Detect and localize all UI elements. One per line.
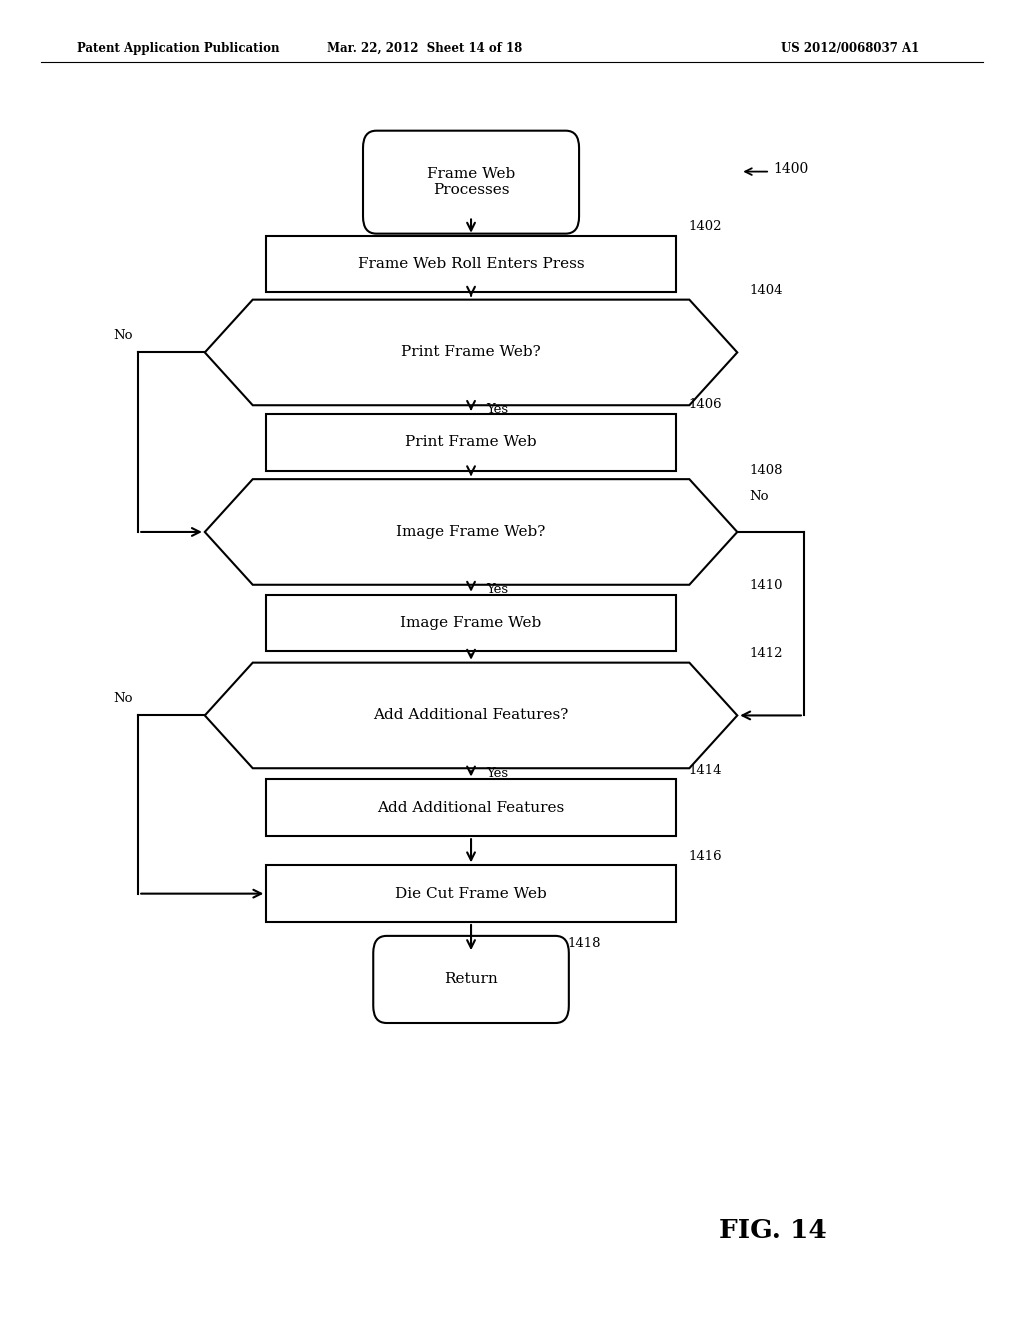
- Text: 1414: 1414: [688, 764, 722, 776]
- Text: 1400: 1400: [773, 162, 808, 176]
- Text: No: No: [114, 329, 133, 342]
- Bar: [266, 779, 676, 837]
- Text: Print Frame Web?: Print Frame Web?: [401, 346, 541, 359]
- Text: Add Additional Features?: Add Additional Features?: [374, 709, 568, 722]
- Text: Add Additional Features: Add Additional Features: [378, 801, 564, 814]
- Bar: [266, 235, 676, 292]
- Bar: [266, 414, 676, 470]
- Text: 1418: 1418: [567, 937, 601, 950]
- Text: Die Cut Frame Web: Die Cut Frame Web: [395, 887, 547, 900]
- Text: 1402: 1402: [688, 220, 722, 232]
- Text: Image Frame Web?: Image Frame Web?: [396, 525, 546, 539]
- Bar: [266, 866, 676, 921]
- Text: No: No: [750, 490, 769, 503]
- Text: 1410: 1410: [750, 579, 783, 591]
- Text: FIG. 14: FIG. 14: [719, 1218, 827, 1242]
- Text: US 2012/0068037 A1: US 2012/0068037 A1: [780, 42, 920, 54]
- FancyBboxPatch shape: [364, 131, 580, 234]
- Polygon shape: [205, 479, 737, 585]
- Text: 1404: 1404: [750, 284, 783, 297]
- Text: 1412: 1412: [750, 647, 783, 660]
- Text: Mar. 22, 2012  Sheet 14 of 18: Mar. 22, 2012 Sheet 14 of 18: [328, 42, 522, 54]
- Text: Yes: Yes: [486, 767, 509, 780]
- Text: Yes: Yes: [486, 583, 509, 597]
- Text: Frame Web Roll Enters Press: Frame Web Roll Enters Press: [357, 257, 585, 271]
- Text: No: No: [114, 692, 133, 705]
- Text: 1416: 1416: [688, 850, 722, 863]
- Text: Frame Web
Processes: Frame Web Processes: [427, 168, 515, 197]
- Text: Image Frame Web: Image Frame Web: [400, 616, 542, 630]
- Text: Return: Return: [444, 973, 498, 986]
- Text: Patent Application Publication: Patent Application Publication: [77, 42, 280, 54]
- Text: 1408: 1408: [750, 463, 783, 477]
- Text: 1406: 1406: [688, 399, 722, 412]
- Polygon shape: [205, 663, 737, 768]
- FancyBboxPatch shape: [373, 936, 569, 1023]
- Bar: [266, 594, 676, 651]
- Text: Yes: Yes: [486, 403, 509, 416]
- Polygon shape: [205, 300, 737, 405]
- Text: Print Frame Web: Print Frame Web: [406, 436, 537, 449]
